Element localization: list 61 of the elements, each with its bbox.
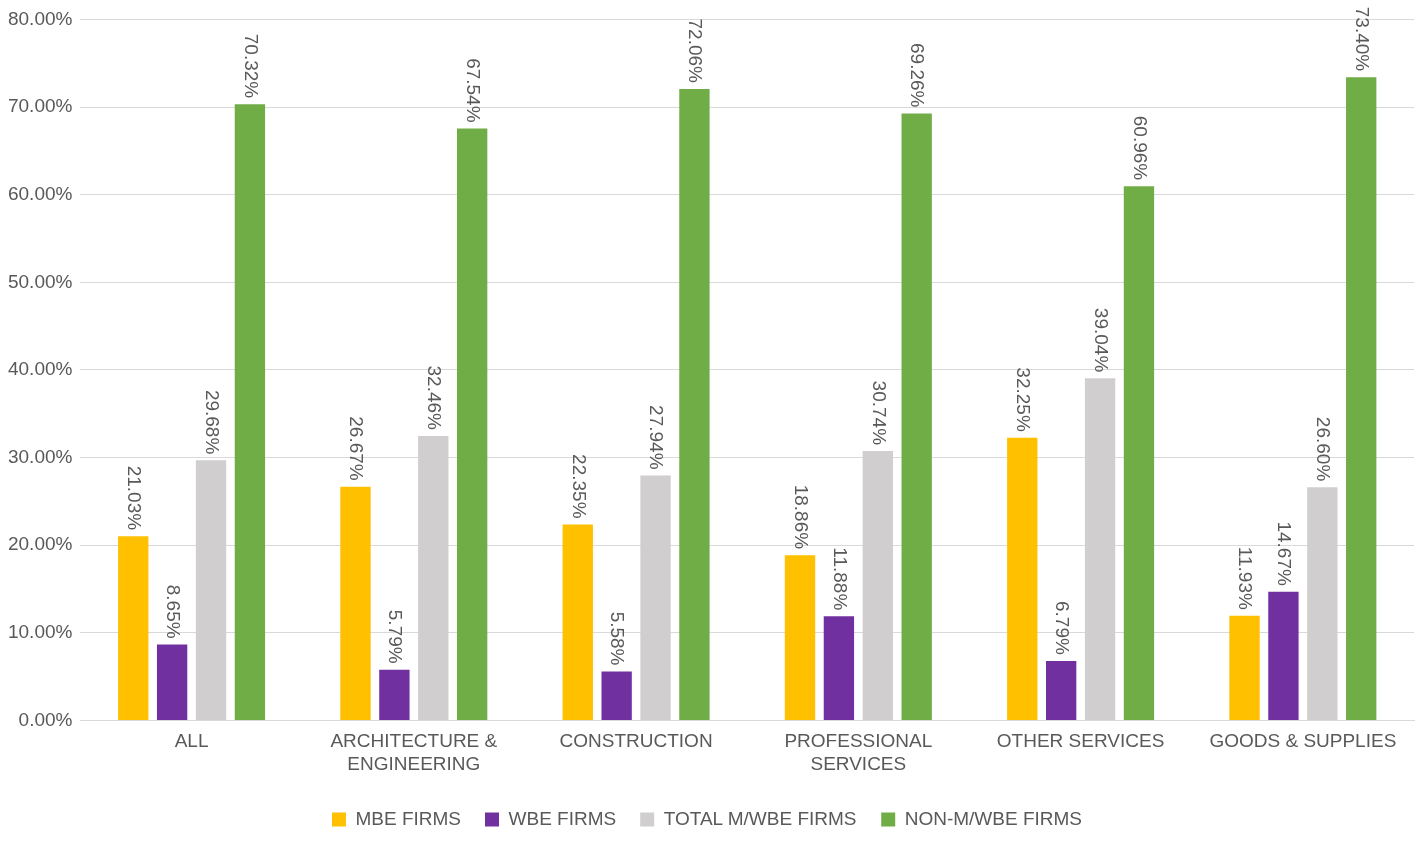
bar	[340, 486, 371, 720]
y-tick-label: 80.00%	[7, 7, 73, 29]
y-tick-label: 10.00%	[7, 621, 73, 643]
data-label: 32.46%	[424, 365, 446, 431]
data-label: 11.88%	[829, 547, 851, 611]
data-label: 14.67%	[1274, 521, 1296, 586]
data-label: 5.58%	[607, 611, 629, 666]
y-tick-label: 40.00%	[7, 358, 73, 380]
data-label: 21.03%	[123, 465, 145, 531]
bar	[562, 524, 593, 720]
bar	[234, 104, 266, 720]
bar	[823, 616, 855, 720]
bar	[118, 536, 149, 720]
y-tick-label: 30.00%	[7, 445, 73, 467]
data-label: 30.74%	[868, 380, 890, 446]
bar	[1229, 615, 1260, 720]
x-tick-label: OTHER SERVICES	[996, 730, 1165, 752]
bar	[1123, 186, 1155, 720]
data-label: 11.93%	[1235, 546, 1257, 610]
x-tick-label: GOODS & SUPPLIES	[1209, 730, 1397, 752]
data-label: 26.67%	[346, 416, 368, 481]
legend-label: WBE FIRMS	[508, 807, 617, 829]
y-tick-label: 20.00%	[7, 533, 73, 555]
data-label: 70.32%	[240, 33, 262, 99]
legend-label: TOTAL M/WBE FIRMS	[663, 807, 857, 829]
x-tick-label: CONSTRUCTION	[559, 730, 713, 752]
y-tick-label: 50.00%	[7, 270, 73, 292]
x-tick-label: ALL	[174, 730, 209, 752]
bar	[379, 669, 410, 720]
data-label: 73.40%	[1351, 6, 1373, 72]
data-label: 67.54%	[462, 58, 484, 123]
legend-label: NON-M/WBE FIRMS	[904, 807, 1083, 829]
bar	[1346, 77, 1377, 720]
data-label: 32.25%	[1013, 367, 1035, 432]
bar	[601, 671, 632, 720]
data-label: 8.65%	[162, 584, 184, 639]
y-tick-label: 0.00%	[18, 708, 73, 730]
bar	[784, 555, 816, 720]
bar	[901, 113, 932, 720]
legend-label: MBE FIRMS	[355, 807, 462, 829]
data-label: 29.68%	[201, 389, 223, 455]
data-label: 72.06%	[685, 18, 707, 84]
y-tick-label: 70.00%	[7, 95, 73, 117]
bar	[1268, 591, 1299, 720]
data-label: 22.35%	[568, 454, 590, 519]
data-label: 27.94%	[646, 405, 668, 470]
bar	[1007, 437, 1038, 720]
data-label: 69.26%	[907, 43, 929, 108]
data-label: 6.79%	[1051, 601, 1073, 656]
data-label: 18.86%	[790, 484, 812, 550]
x-tick-label: ARCHITECTURE & ENGINEERING	[330, 730, 498, 774]
data-label: 26.60%	[1313, 416, 1335, 482]
data-label: 39.04%	[1090, 307, 1112, 373]
data-label: 60.96%	[1129, 115, 1151, 181]
x-tick-label: PROFESSIONAL SERVICES	[784, 730, 933, 774]
y-tick-label: 60.00%	[7, 182, 73, 204]
data-label: 5.79%	[385, 609, 407, 664]
bar	[156, 644, 188, 720]
bar	[457, 128, 488, 720]
bar	[679, 88, 710, 720]
bar	[1045, 660, 1077, 720]
